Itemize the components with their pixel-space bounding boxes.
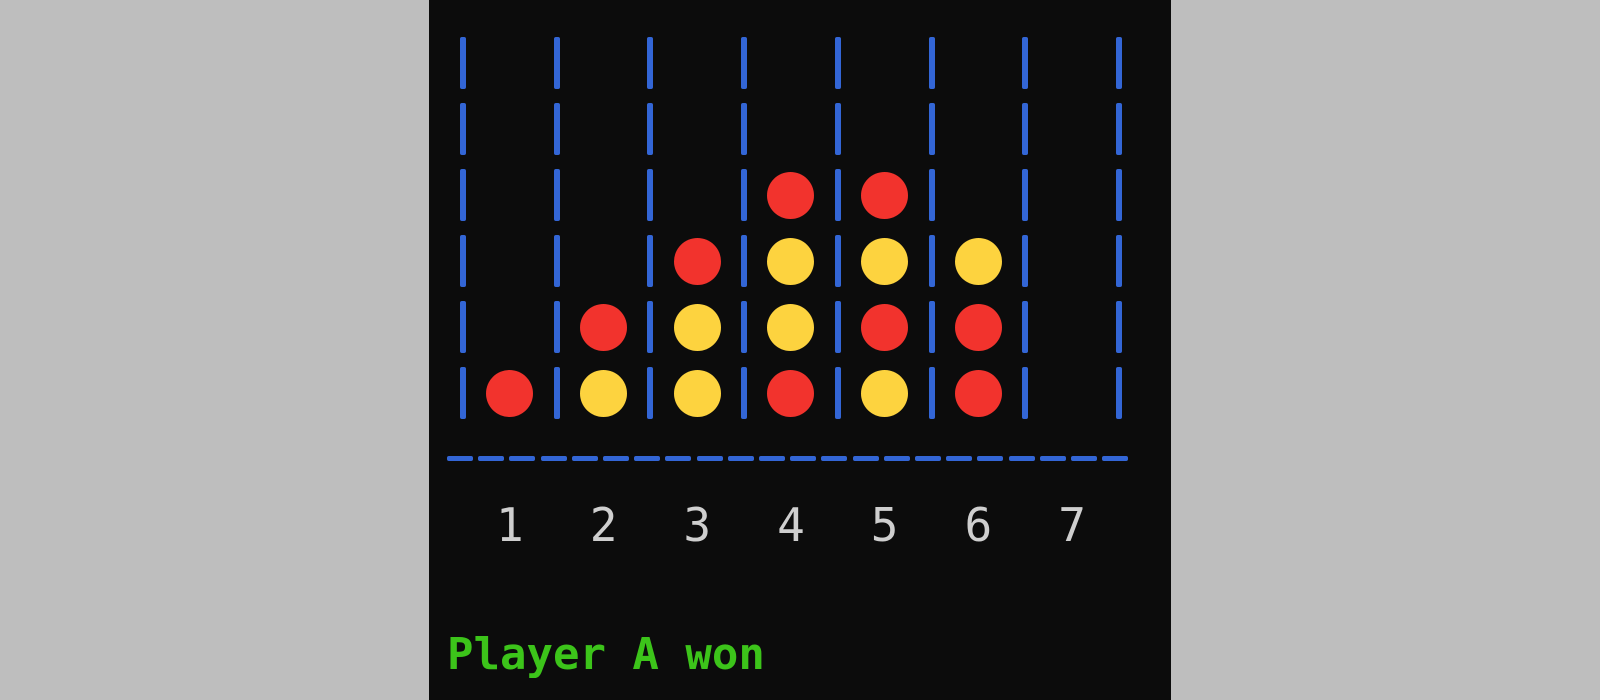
column-label: 3	[683, 498, 712, 552]
grid-separator	[647, 37, 654, 89]
grid-separator	[1022, 301, 1029, 353]
yellow-disc	[954, 237, 1002, 285]
column-label: 7	[1058, 498, 1086, 552]
yellow-disc	[580, 369, 628, 417]
yellow-disc	[861, 369, 909, 417]
grid-separator	[741, 103, 748, 155]
grid-separator	[647, 235, 654, 287]
red-disc	[861, 303, 909, 351]
bottom-dash	[540, 456, 567, 461]
grid-separator	[1022, 367, 1029, 419]
bottom-dash	[1071, 456, 1097, 461]
bottom-dash	[821, 456, 848, 461]
yellow-disc	[673, 369, 721, 417]
grid-separator	[1022, 235, 1029, 287]
grid-separator	[553, 367, 560, 419]
bottom-dash	[603, 456, 629, 461]
red-disc	[954, 369, 1002, 417]
grid-separator	[928, 103, 935, 155]
column-label: 6	[964, 498, 993, 552]
bottom-dash	[1008, 456, 1035, 461]
grid-separator	[553, 37, 560, 89]
grid-separator	[741, 37, 748, 89]
grid-separator	[460, 169, 466, 221]
game-status-message: Player A won	[447, 629, 765, 680]
grid-separator	[553, 103, 560, 155]
bottom-dash	[852, 456, 879, 461]
grid-separator	[1115, 301, 1122, 353]
grid-separator	[834, 103, 841, 155]
red-disc	[954, 303, 1002, 351]
bottom-dash	[509, 456, 536, 461]
grid-separator	[928, 37, 935, 89]
grid-separator	[647, 103, 654, 155]
bottom-dash	[759, 456, 785, 461]
grid-separator	[553, 301, 560, 353]
grid-separator	[553, 235, 560, 287]
bottom-dash	[790, 456, 817, 461]
grid-separator	[928, 169, 935, 221]
red-disc	[861, 171, 909, 219]
grid-separator	[741, 301, 748, 353]
grid-separator	[741, 235, 748, 287]
grid-separator	[741, 169, 748, 221]
yellow-disc	[673, 303, 721, 351]
grid-separator	[647, 367, 654, 419]
red-disc	[767, 171, 815, 219]
grid-separator	[1115, 367, 1122, 419]
grid-separator	[460, 103, 466, 155]
column-label: 1	[495, 498, 524, 552]
grid-separator	[928, 235, 935, 287]
grid-separator	[1115, 37, 1122, 89]
bottom-dash	[1039, 456, 1066, 461]
column-label: 5	[870, 498, 899, 552]
red-disc	[486, 369, 534, 417]
grid-separator	[460, 235, 466, 287]
yellow-disc	[861, 237, 909, 285]
grid-separator	[460, 367, 466, 419]
grid-separator	[834, 169, 841, 221]
grid-separator	[1115, 235, 1122, 287]
grid-separator	[460, 37, 466, 89]
grid-separator	[1022, 169, 1029, 221]
bottom-dash	[883, 456, 910, 461]
grid-separator	[1022, 103, 1029, 155]
grid-separator	[647, 301, 654, 353]
bottom-dash	[696, 456, 723, 461]
yellow-disc	[767, 303, 815, 351]
grid-separator	[928, 301, 935, 353]
red-disc	[673, 237, 721, 285]
grid-separator	[460, 301, 466, 353]
grid-separator	[1115, 169, 1122, 221]
grid-separator	[928, 367, 935, 419]
yellow-disc	[767, 237, 815, 285]
grid-separator	[647, 169, 654, 221]
red-disc	[767, 369, 815, 417]
grid-separator	[553, 169, 560, 221]
column-label: 4	[777, 498, 805, 552]
bottom-dash	[915, 456, 941, 461]
grid-separator	[741, 367, 748, 419]
bottom-dash	[727, 456, 754, 461]
grid-separator	[834, 37, 841, 89]
grid-separator	[834, 235, 841, 287]
terminal-window: 1 2 3 4 5 6 7 Player A won	[429, 0, 1171, 700]
red-disc	[580, 303, 628, 351]
bottom-dash	[946, 456, 973, 461]
bottom-dash	[571, 456, 598, 461]
grid-separator	[834, 301, 841, 353]
grid-separator	[834, 367, 841, 419]
bottom-dash	[977, 456, 1004, 461]
bottom-dash	[447, 456, 473, 461]
bottom-dash	[1102, 456, 1129, 461]
grid-separator	[1115, 103, 1122, 155]
bottom-dash	[665, 456, 692, 461]
bottom-dash	[478, 456, 505, 461]
grid-separator	[1022, 37, 1029, 89]
bottom-dash	[634, 456, 661, 461]
column-label: 2	[589, 498, 618, 552]
